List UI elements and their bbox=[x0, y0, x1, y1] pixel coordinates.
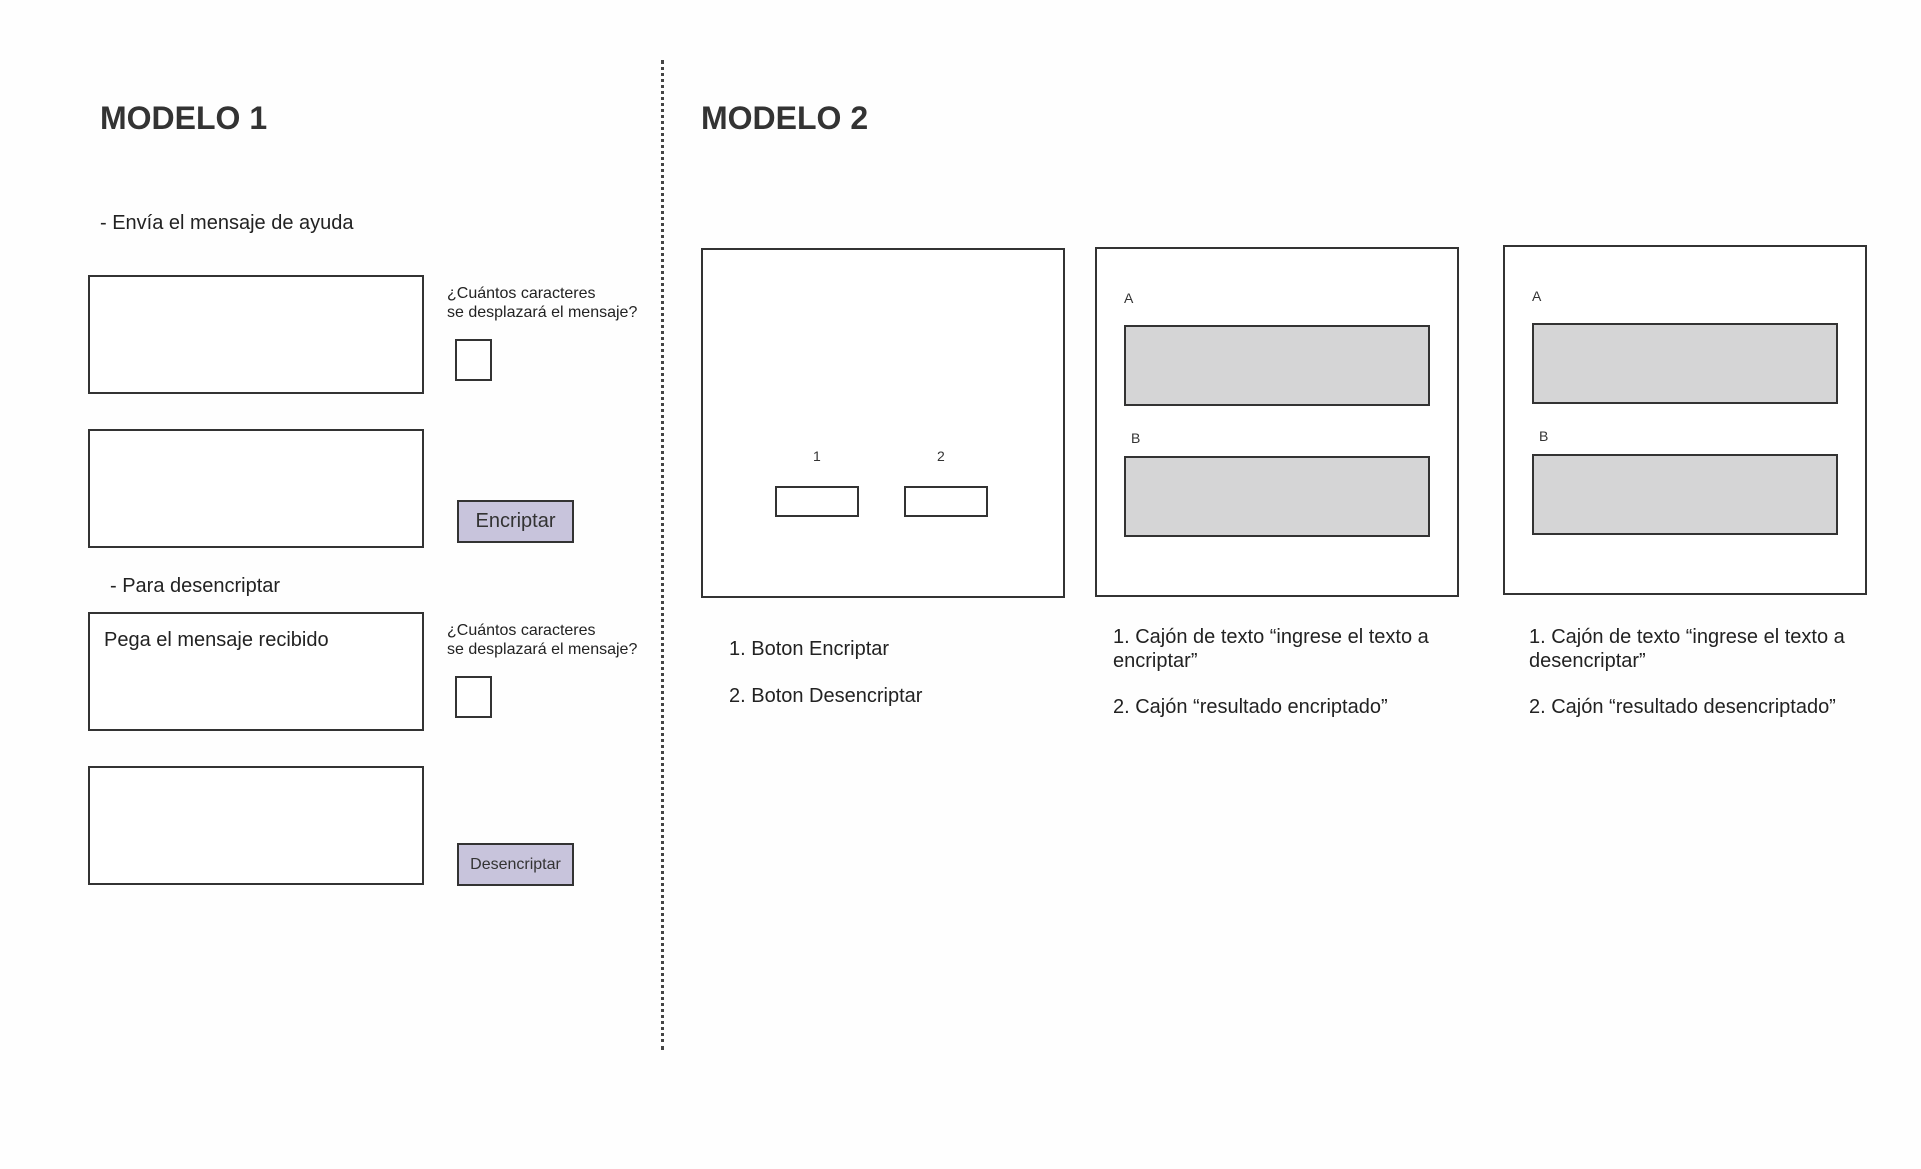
decrypt-section-label: - Para desencriptar bbox=[110, 575, 281, 597]
encrypt-button[interactable]: Encriptar bbox=[457, 500, 574, 543]
encrypt-result-field[interactable] bbox=[1124, 456, 1430, 537]
shift-question-1: ¿Cuántos caracteres se desplazará el men… bbox=[447, 284, 637, 322]
shift-question-2-line2: se desplazará el mensaje? bbox=[447, 641, 638, 658]
button-marker-2: 2 bbox=[937, 448, 945, 464]
shift-question-2: ¿Cuántos caracteres se desplazará el men… bbox=[447, 621, 637, 659]
shift-question-1-line2: se desplazará el mensaje? bbox=[447, 304, 638, 321]
decrypt-input-field[interactable] bbox=[1532, 323, 1838, 404]
encrypt-input-field[interactable] bbox=[1124, 325, 1430, 406]
mockup-panel-buttons: 1 2 bbox=[701, 248, 1065, 598]
panel-3-note-1: 1. Cajón de texto “ingrese el texto a de… bbox=[1529, 626, 1845, 672]
decrypt-result-field[interactable] bbox=[1532, 454, 1838, 535]
paste-message-placeholder: Pega el mensaje recibido bbox=[104, 629, 329, 651]
panel-3-label-a: A bbox=[1532, 288, 1542, 304]
panel-3-note-2: 2. Cajón “resultado desencriptado” bbox=[1529, 696, 1836, 718]
panel-2-label-b: B bbox=[1131, 430, 1141, 446]
panel-2-label-a: A bbox=[1124, 290, 1134, 306]
button-marker-1: 1 bbox=[813, 448, 821, 464]
shift-count-input-2[interactable] bbox=[455, 676, 492, 718]
modelo-2-title: MODELO 2 bbox=[701, 100, 869, 136]
mockup-panel-encrypt: A B bbox=[1095, 247, 1459, 597]
panel-2-note-2: 2. Cajón “resultado encriptado” bbox=[1113, 696, 1388, 718]
mockup-panel-decrypt: A B bbox=[1503, 245, 1867, 595]
decrypt-button[interactable]: Desencriptar bbox=[457, 843, 574, 886]
panel-1-note-2: 2. Boton Desencriptar bbox=[729, 685, 923, 707]
panel-2-note-1: 1. Cajón de texto “ingrese el texto a en… bbox=[1113, 626, 1429, 672]
send-help-section-label: - Envía el mensaje de ayuda bbox=[100, 212, 354, 234]
panel-1-note-1: 1. Boton Encriptar bbox=[729, 638, 890, 660]
modelo-1-title: MODELO 1 bbox=[100, 100, 268, 136]
mockup-decrypt-button[interactable] bbox=[904, 486, 988, 517]
shift-count-input-1[interactable] bbox=[455, 339, 492, 381]
shift-question-1-line1: ¿Cuántos caracteres bbox=[447, 285, 596, 302]
message-input-box[interactable] bbox=[88, 275, 424, 394]
panel-3-label-b: B bbox=[1539, 428, 1549, 444]
decrypted-output-box[interactable] bbox=[88, 766, 424, 885]
shift-question-2-line1: ¿Cuántos caracteres bbox=[447, 622, 596, 639]
section-divider bbox=[661, 60, 664, 1050]
encrypted-output-box[interactable] bbox=[88, 429, 424, 548]
mockup-encrypt-button[interactable] bbox=[775, 486, 859, 517]
paste-message-box[interactable]: Pega el mensaje recibido bbox=[88, 612, 424, 731]
